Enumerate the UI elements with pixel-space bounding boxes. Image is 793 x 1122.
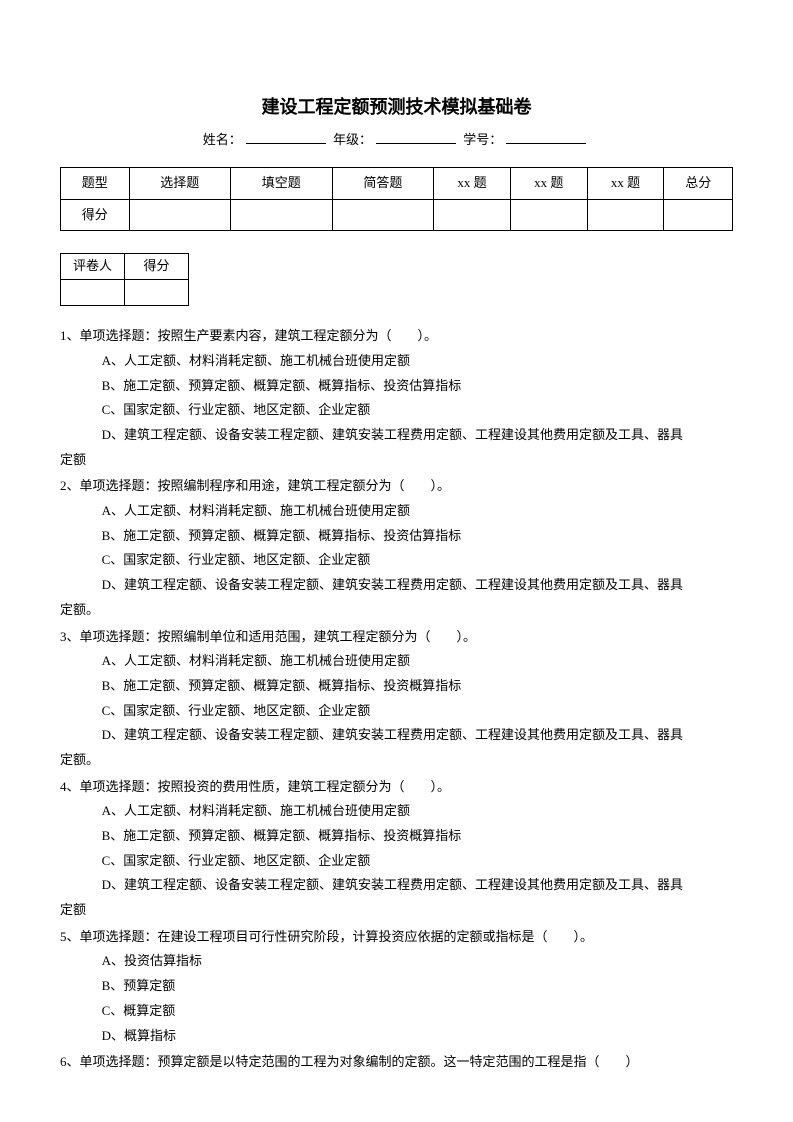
question-option: C、国家定额、行业定额、地区定额、企业定额 (60, 849, 733, 874)
cell (587, 199, 664, 231)
question-option: D、建筑工程定额、设备安装工程定额、建筑安装工程费用定额、工程建设其他费用定额及… (60, 423, 733, 448)
cell: xx 题 (510, 167, 587, 199)
question-option: B、施工定额、预算定额、概算定额、概算指标、投资估算指标 (60, 374, 733, 399)
question-stem: 5、单项选择题：在建设工程项目可行性研究阶段，计算投资应依据的定额或指标是（ ）… (60, 925, 733, 950)
table-row: 评卷人 得分 (61, 254, 189, 280)
question-option: C、国家定额、行业定额、地区定额、企业定额 (60, 398, 733, 423)
question-option: A、人工定额、材料消耗定额、施工机械台班使用定额 (60, 799, 733, 824)
cell (510, 199, 587, 231)
grader-table: 评卷人 得分 (60, 253, 189, 306)
question: 4、单项选择题：按照投资的费用性质，建筑工程定额分为（ ）。A、人工定额、材料消… (60, 775, 733, 923)
cell: 选择题 (129, 167, 231, 199)
question-tail: 定额 (60, 898, 733, 923)
question-option: A、人工定额、材料消耗定额、施工机械台班使用定额 (60, 349, 733, 374)
table-row (61, 280, 189, 306)
id-label: 学号： (463, 132, 502, 147)
question-option: B、预算定额 (60, 974, 733, 999)
name-blank (246, 143, 326, 144)
cell: 得分 (61, 199, 130, 231)
question-option: A、投资估算指标 (60, 949, 733, 974)
cell: 题型 (61, 167, 130, 199)
questions-container: 1、单项选择题：按照生产要素内容，建筑工程定额分为（ ）。A、人工定额、材料消耗… (60, 324, 733, 1075)
cell (434, 199, 511, 231)
question-option: B、施工定额、预算定额、概算定额、概算指标、投资概算指标 (60, 824, 733, 849)
cell: 简答题 (332, 167, 434, 199)
question-stem: 1、单项选择题：按照生产要素内容，建筑工程定额分为（ ）。 (60, 324, 733, 349)
question-option: C、国家定额、行业定额、地区定额、企业定额 (60, 548, 733, 573)
question: 6、单项选择题：预算定额是以特定范围的工程为对象编制的定额。这一特定范围的工程是… (60, 1050, 733, 1075)
question-option: C、概算定额 (60, 999, 733, 1024)
cell (125, 280, 189, 306)
question-option: B、施工定额、预算定额、概算定额、概算指标、投资估算指标 (60, 524, 733, 549)
question: 1、单项选择题：按照生产要素内容，建筑工程定额分为（ ）。A、人工定额、材料消耗… (60, 324, 733, 472)
name-label: 姓名： (203, 132, 242, 147)
question-option: D、概算指标 (60, 1024, 733, 1049)
question-tail: 定额。 (60, 598, 733, 623)
question-option: D、建筑工程定额、设备安装工程定额、建筑安装工程费用定额、工程建设其他费用定额及… (60, 873, 733, 898)
question-option: A、人工定额、材料消耗定额、施工机械台班使用定额 (60, 499, 733, 524)
question-tail: 定额 (60, 448, 733, 473)
cell (61, 280, 125, 306)
grade-label: 年级： (333, 132, 372, 147)
question-stem: 2、单项选择题：按照编制程序和用途，建筑工程定额分为（ ）。 (60, 474, 733, 499)
cell: 填空题 (231, 167, 333, 199)
cell: 评卷人 (61, 254, 125, 280)
page-title: 建设工程定额预测技术模拟基础卷 (60, 90, 733, 124)
cell (129, 199, 231, 231)
question-option: C、国家定额、行业定额、地区定额、企业定额 (60, 699, 733, 724)
info-line: 姓名： 年级： 学号： (60, 128, 733, 153)
cell: xx 题 (587, 167, 664, 199)
question-tail: 定额。 (60, 748, 733, 773)
table-row: 题型 选择题 填空题 简答题 xx 题 xx 题 xx 题 总分 (61, 167, 733, 199)
cell (332, 199, 434, 231)
cell (231, 199, 333, 231)
question-stem: 6、单项选择题：预算定额是以特定范围的工程为对象编制的定额。这一特定范围的工程是… (60, 1050, 733, 1075)
id-blank (506, 143, 586, 144)
question: 2、单项选择题：按照编制程序和用途，建筑工程定额分为（ ）。A、人工定额、材料消… (60, 474, 733, 622)
grade-blank (376, 143, 456, 144)
score-table: 题型 选择题 填空题 简答题 xx 题 xx 题 xx 题 总分 得分 (60, 167, 733, 231)
question-option: D、建筑工程定额、设备安装工程定额、建筑安装工程费用定额、工程建设其他费用定额及… (60, 723, 733, 748)
question-option: B、施工定额、预算定额、概算定额、概算指标、投资概算指标 (60, 674, 733, 699)
question-stem: 4、单项选择题：按照投资的费用性质，建筑工程定额分为（ ）。 (60, 775, 733, 800)
question: 5、单项选择题：在建设工程项目可行性研究阶段，计算投资应依据的定额或指标是（ ）… (60, 925, 733, 1048)
question-option: D、建筑工程定额、设备安装工程定额、建筑安装工程费用定额、工程建设其他费用定额及… (60, 573, 733, 598)
question-stem: 3、单项选择题：按照编制单位和适用范围，建筑工程定额分为（ ）。 (60, 625, 733, 650)
table-row: 得分 (61, 199, 733, 231)
cell (664, 199, 733, 231)
question: 3、单项选择题：按照编制单位和适用范围，建筑工程定额分为（ ）。A、人工定额、材… (60, 625, 733, 773)
question-option: A、人工定额、材料消耗定额、施工机械台班使用定额 (60, 649, 733, 674)
cell: 总分 (664, 167, 733, 199)
cell: 得分 (125, 254, 189, 280)
cell: xx 题 (434, 167, 511, 199)
